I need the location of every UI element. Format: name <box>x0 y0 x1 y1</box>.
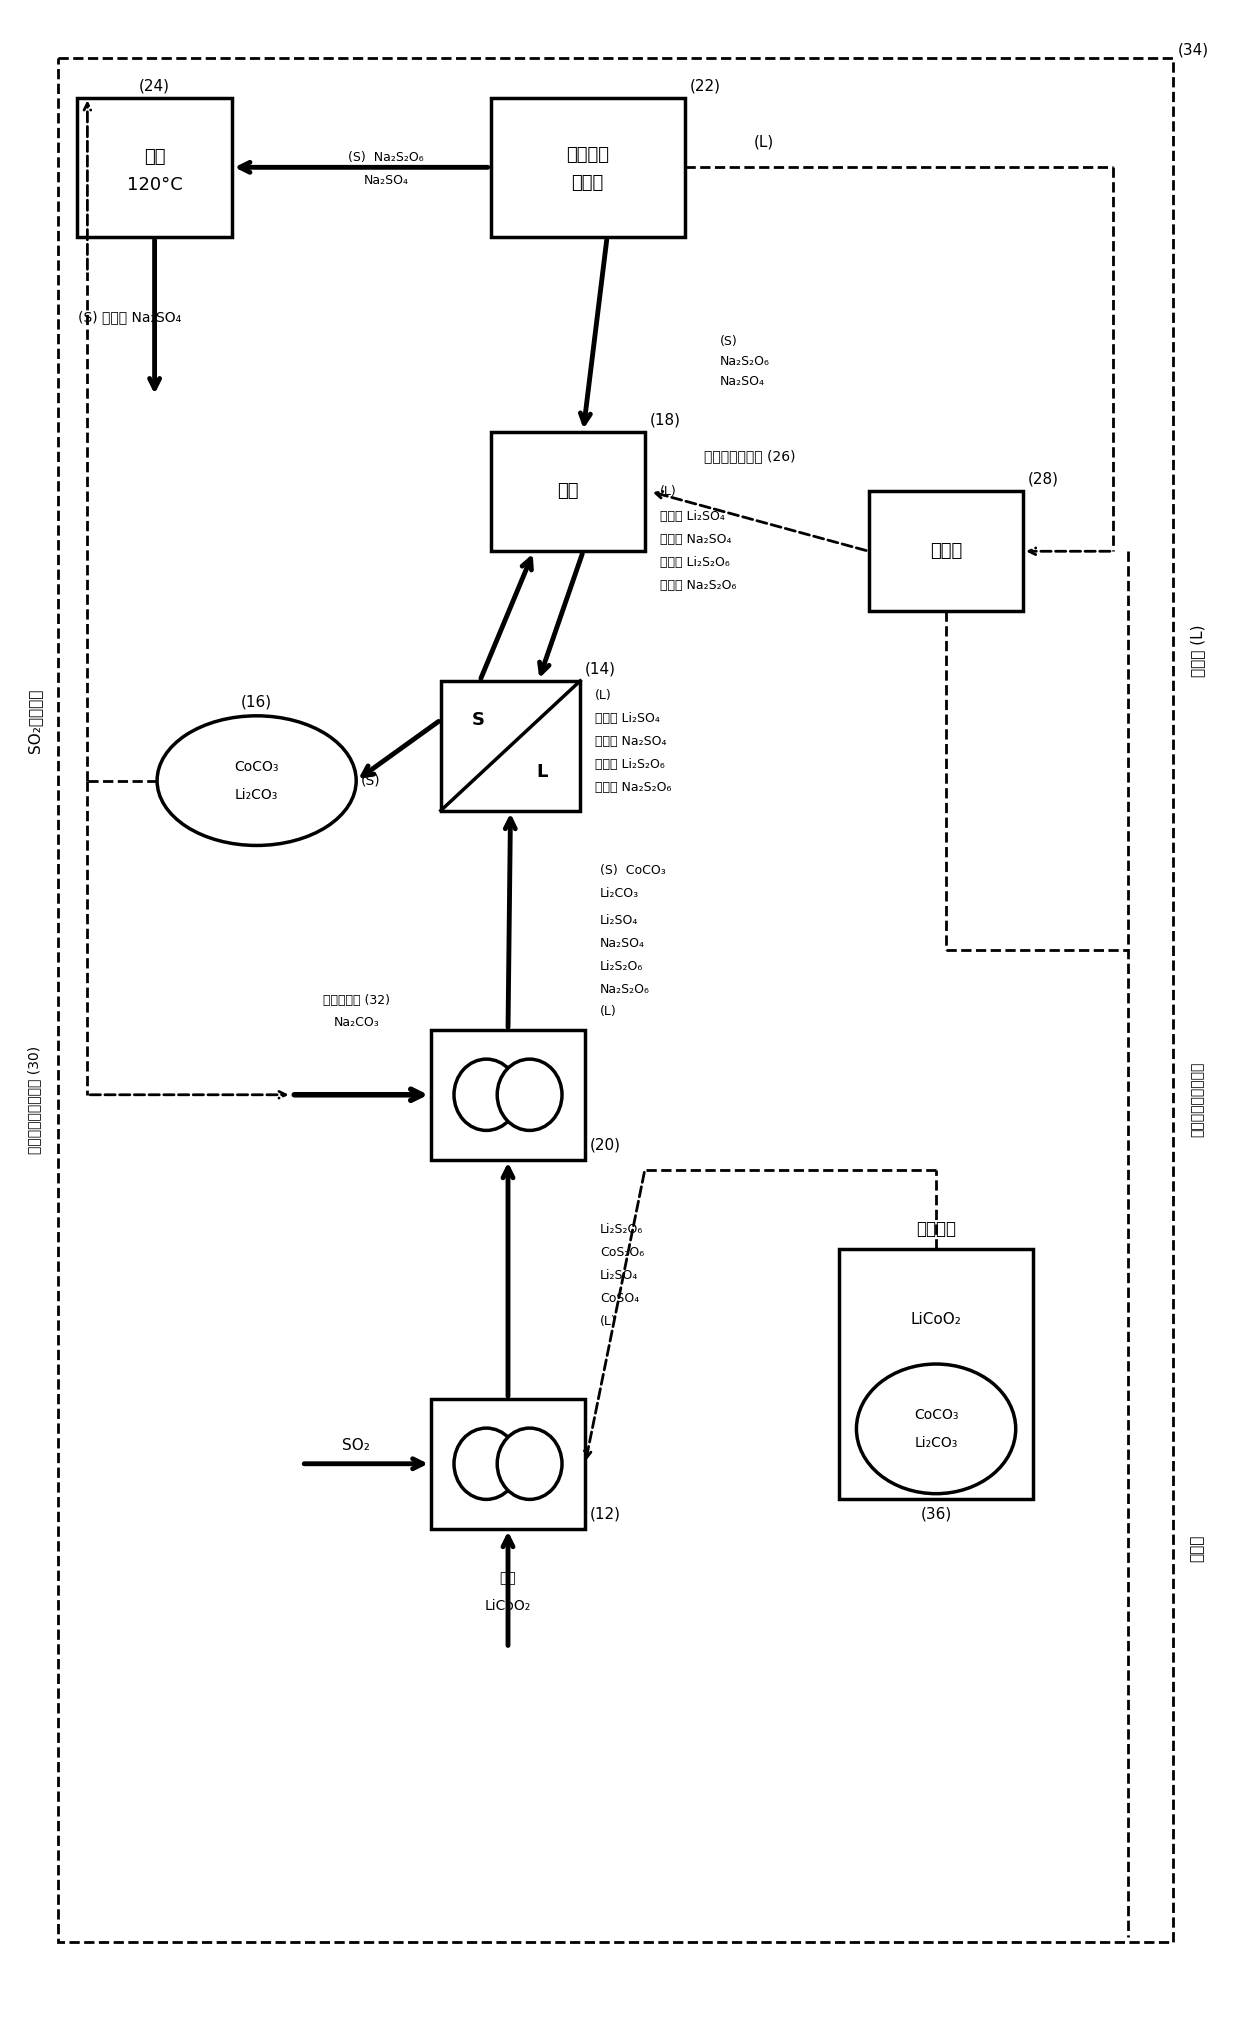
Text: 剩余的 Na₂S₂O₆: 剩余的 Na₂S₂O₆ <box>595 780 672 795</box>
Text: Li₂S₂O₆: Li₂S₂O₆ <box>600 1223 644 1235</box>
Text: (22): (22) <box>689 79 720 93</box>
Text: Li₂SO₄: Li₂SO₄ <box>600 914 639 926</box>
Text: (S): (S) <box>361 774 381 789</box>
Text: 剩余的 Li₂SO₄: 剩余的 Li₂SO₄ <box>660 510 724 524</box>
Text: Na₂SO₄: Na₂SO₄ <box>363 174 408 186</box>
Text: (L): (L) <box>595 690 611 702</box>
Text: 剩余的 Na₂S₂O₆: 剩余的 Na₂S₂O₆ <box>660 578 737 592</box>
Text: (L): (L) <box>600 1005 616 1019</box>
Text: 废的清洗水 (32): 废的清洗水 (32) <box>322 993 389 1007</box>
Text: Li₂CO₃: Li₂CO₃ <box>600 888 639 900</box>
Text: (14): (14) <box>585 661 616 677</box>
Text: (S)  Na₂S₂O₆: (S) Na₂S₂O₆ <box>348 152 424 164</box>
Text: 废的: 废的 <box>500 1571 516 1585</box>
Text: L: L <box>537 762 548 780</box>
Text: (12): (12) <box>590 1506 621 1521</box>
Text: Na₂CO₃: Na₂CO₃ <box>334 1017 379 1029</box>
Text: SO₂回到浸提: SO₂回到浸提 <box>27 690 42 752</box>
Text: CoS₂O₆: CoS₂O₆ <box>600 1246 645 1260</box>
Ellipse shape <box>454 1428 518 1500</box>
Text: Li₂S₂O₆: Li₂S₂O₆ <box>600 960 644 973</box>
Text: 剩余的 Li₂S₂O₆: 剩余的 Li₂S₂O₆ <box>595 758 665 770</box>
Bar <box>491 431 645 552</box>
Bar <box>430 1029 585 1159</box>
Bar <box>430 1399 585 1529</box>
Text: (L): (L) <box>660 485 677 497</box>
Bar <box>440 681 580 811</box>
Text: (18): (18) <box>650 412 681 427</box>
Text: (20): (20) <box>590 1136 621 1153</box>
Text: LiCoO₂: LiCoO₂ <box>910 1312 961 1326</box>
Text: Na₂S₂O₆: Na₂S₂O₆ <box>719 356 770 368</box>
Ellipse shape <box>157 716 356 845</box>
Text: Li₂CO₃: Li₂CO₃ <box>914 1436 957 1450</box>
Bar <box>869 491 1023 611</box>
Bar <box>77 97 232 237</box>
Text: 剩余的 Li₂S₂O₆: 剩余的 Li₂S₂O₆ <box>660 556 729 568</box>
Text: 再循环的水用于清洗: 再循环的水用于清洗 <box>1190 1062 1204 1138</box>
Text: 水和锂回收回路 (26): 水和锂回收回路 (26) <box>703 449 795 463</box>
Text: (L): (L) <box>600 1314 616 1328</box>
Text: (16): (16) <box>241 694 273 710</box>
Text: (24): (24) <box>139 79 170 93</box>
Text: (S): (S) <box>719 336 738 348</box>
Text: Li₂CO₃: Li₂CO₃ <box>234 789 278 801</box>
Text: (36): (36) <box>920 1506 952 1521</box>
Text: 剩余的 Na₂SO₄: 剩余的 Na₂SO₄ <box>595 736 667 748</box>
Text: 任选的: 任选的 <box>1190 1535 1205 1563</box>
Ellipse shape <box>497 1428 562 1500</box>
Text: 剩余的 Na₂SO₄: 剩余的 Na₂SO₄ <box>660 534 732 546</box>
Text: 离心机或: 离心机或 <box>567 146 609 164</box>
Text: (S) 高纯度 Na₂SO₄: (S) 高纯度 Na₂SO₄ <box>78 309 181 324</box>
Ellipse shape <box>497 1060 562 1130</box>
Text: (28): (28) <box>1028 471 1059 487</box>
Text: (S)  CoCO₃: (S) CoCO₃ <box>600 863 666 878</box>
Text: S: S <box>472 712 485 728</box>
Text: 浓缩物 (L): 浓缩物 (L) <box>1190 625 1205 677</box>
Text: CoCO₃: CoCO₃ <box>914 1407 959 1421</box>
Text: 120°C: 120°C <box>126 176 182 194</box>
Text: LiCoO₂: LiCoO₂ <box>485 1599 531 1614</box>
Text: SO₂: SO₂ <box>342 1438 370 1454</box>
Text: 剩余的 Li₂SO₄: 剩余的 Li₂SO₄ <box>595 712 660 726</box>
Text: 电池材料: 电池材料 <box>916 1221 956 1237</box>
Text: (34): (34) <box>1178 42 1209 59</box>
Ellipse shape <box>454 1060 518 1130</box>
Text: Na₂SO₄: Na₂SO₄ <box>719 376 765 388</box>
Bar <box>839 1250 1033 1498</box>
Text: 过滤器: 过滤器 <box>572 174 604 192</box>
Text: CoSO₄: CoSO₄ <box>600 1292 640 1304</box>
Bar <box>491 97 684 237</box>
Text: 加热: 加热 <box>144 148 165 166</box>
Text: Na₂SO₄: Na₂SO₄ <box>600 936 645 950</box>
Text: Na₂S₂O₆: Na₂S₂O₆ <box>600 983 650 995</box>
Text: 结晶: 结晶 <box>557 483 579 499</box>
Ellipse shape <box>857 1365 1016 1494</box>
Text: (L): (L) <box>754 135 775 150</box>
Text: 再循环的水用于清洗 (30): 再循环的水用于清洗 (30) <box>27 1045 42 1155</box>
Text: CoCO₃: CoCO₃ <box>234 760 279 774</box>
Text: Li₂SO₄: Li₂SO₄ <box>600 1268 639 1282</box>
Text: 纳滤器: 纳滤器 <box>930 542 962 560</box>
